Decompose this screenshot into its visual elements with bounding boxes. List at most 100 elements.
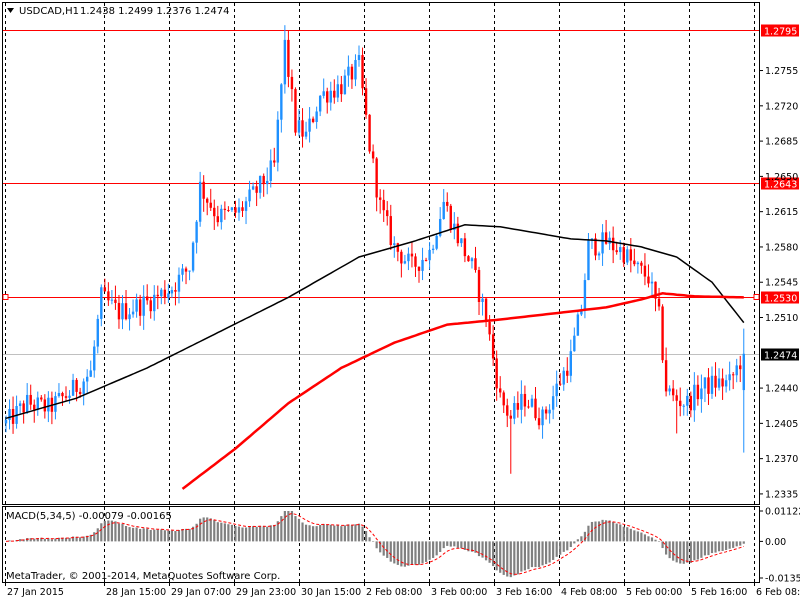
candle (138, 294, 142, 326)
candle (707, 368, 710, 405)
candle (223, 201, 227, 220)
level-handle[interactable] (2, 294, 9, 300)
candle (347, 55, 350, 87)
candle (463, 232, 467, 263)
candle (679, 387, 682, 417)
candle (357, 45, 361, 67)
candle (414, 253, 417, 277)
level-price-label: 1.2643 (764, 180, 797, 191)
candle (562, 367, 565, 391)
candle (96, 314, 99, 354)
candle (167, 283, 170, 303)
candle (721, 368, 724, 400)
level-price-label: 1.2795 (764, 27, 797, 38)
candle (650, 272, 654, 296)
time-tick-label: 6 Feb 08:00 (756, 587, 800, 598)
dropdown-arrow-icon[interactable] (7, 8, 14, 13)
candle (110, 289, 114, 305)
candle (410, 242, 414, 268)
current-price-tag (761, 348, 799, 361)
candle (378, 189, 382, 214)
candle (64, 386, 68, 402)
candle (559, 373, 562, 386)
candle (177, 267, 181, 304)
candle (389, 204, 392, 251)
candle (611, 226, 615, 264)
level-price-tag (761, 177, 799, 190)
macd-tick-label: -0.01352 (765, 574, 800, 585)
candle (626, 246, 629, 266)
candle (220, 204, 223, 230)
candle (340, 75, 343, 102)
macd-tick-label: 0.01122 (765, 507, 800, 518)
candle (449, 203, 452, 233)
candle (368, 114, 371, 154)
time-tick-label: 3 Feb 16:00 (496, 587, 552, 598)
level-price-tag (761, 24, 799, 37)
candle (714, 362, 717, 397)
candle (728, 361, 731, 391)
candle (61, 391, 64, 406)
candle (491, 325, 495, 366)
candle (142, 285, 145, 330)
candle (661, 304, 664, 363)
time-tick-label: 3 Feb 00:00 (431, 587, 487, 598)
candle (742, 328, 745, 453)
candle (343, 69, 347, 95)
candle (530, 394, 534, 408)
candle (103, 278, 107, 292)
candle (693, 372, 696, 422)
candle (520, 380, 523, 424)
candle (431, 244, 435, 254)
candle (82, 378, 85, 406)
candle (255, 180, 258, 207)
candle (481, 293, 484, 316)
candle (209, 188, 212, 211)
candle (551, 385, 555, 420)
price-tick-label: 1.2580 (765, 242, 798, 253)
candle (435, 233, 438, 251)
macd-label: MACD(5,34,5) -0.00079 -0.00165 (6, 511, 172, 522)
candle (700, 374, 703, 413)
candle (424, 257, 428, 262)
current-price-label: 1.2474 (764, 351, 797, 362)
candle (442, 189, 445, 220)
candle (629, 238, 633, 273)
candle (156, 285, 159, 310)
candle (717, 368, 721, 391)
candle (311, 116, 315, 124)
candle (237, 198, 241, 221)
macd-tick-label: 0.00 (765, 537, 786, 548)
candle (251, 182, 255, 191)
candle (121, 295, 124, 330)
candle (569, 339, 572, 383)
candle (276, 111, 280, 172)
candle (333, 79, 336, 104)
candle (739, 355, 742, 383)
level-handle[interactable] (753, 294, 760, 300)
price-tick-label: 1.2370 (765, 454, 798, 465)
macd-layer: 0.01122 0.00 -0.01352 (5, 507, 800, 585)
candle (43, 394, 47, 419)
candle (85, 369, 89, 394)
candle (213, 199, 216, 230)
candle (640, 260, 643, 274)
candle (100, 284, 103, 327)
fast-ma-line (5, 224, 745, 420)
candle (163, 280, 167, 305)
candle (470, 257, 474, 269)
candle (248, 180, 251, 207)
candle (544, 406, 548, 420)
macd-signal-line (5, 512, 744, 575)
candle (499, 376, 502, 398)
candle (227, 206, 230, 213)
candle (36, 391, 39, 416)
candles-layer (4, 25, 745, 474)
candle (315, 106, 318, 129)
price-tick-label: 1.2685 (765, 137, 798, 148)
candle (329, 81, 332, 111)
candle (25, 383, 29, 415)
candle (114, 285, 117, 310)
candle (375, 157, 378, 212)
